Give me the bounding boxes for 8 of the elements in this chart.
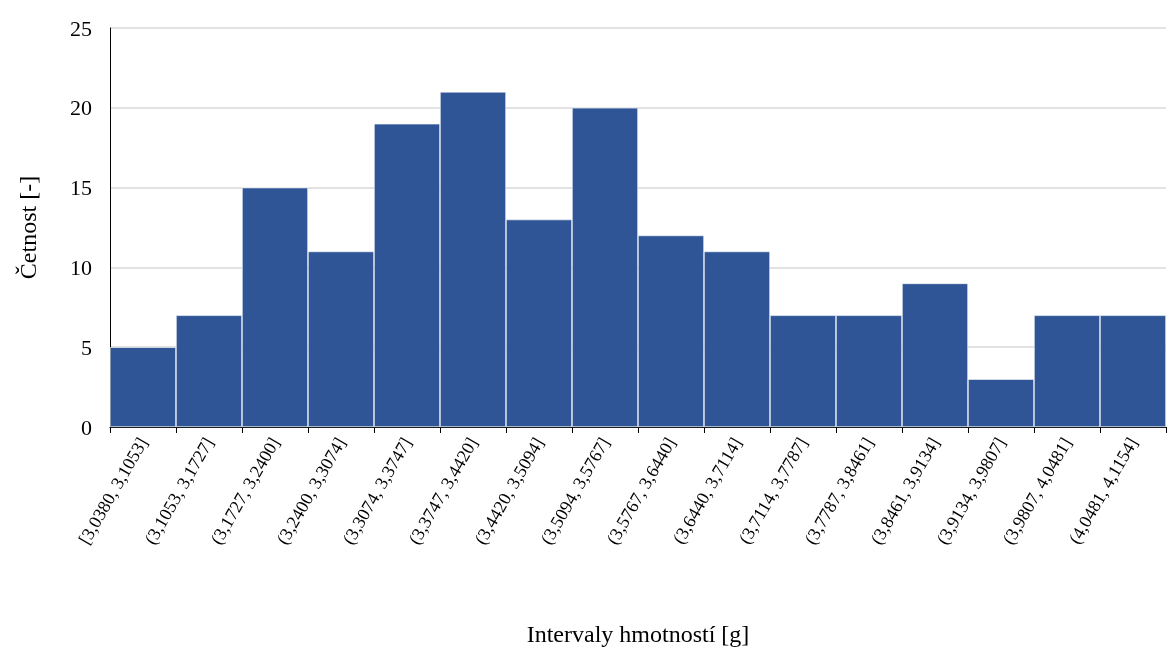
y-tick-label: 0 bbox=[81, 414, 92, 440]
y-axis-title: Četnost [-] bbox=[15, 175, 41, 280]
y-tick-label: 15 bbox=[70, 175, 92, 201]
y-tick-label: 20 bbox=[70, 95, 92, 121]
y-tick-label: 5 bbox=[81, 334, 92, 360]
y-tick-label: 10 bbox=[70, 254, 92, 280]
y-tick-label: 25 bbox=[70, 15, 92, 41]
x-axis-title: Intervaly hmotností [g] bbox=[526, 621, 750, 647]
